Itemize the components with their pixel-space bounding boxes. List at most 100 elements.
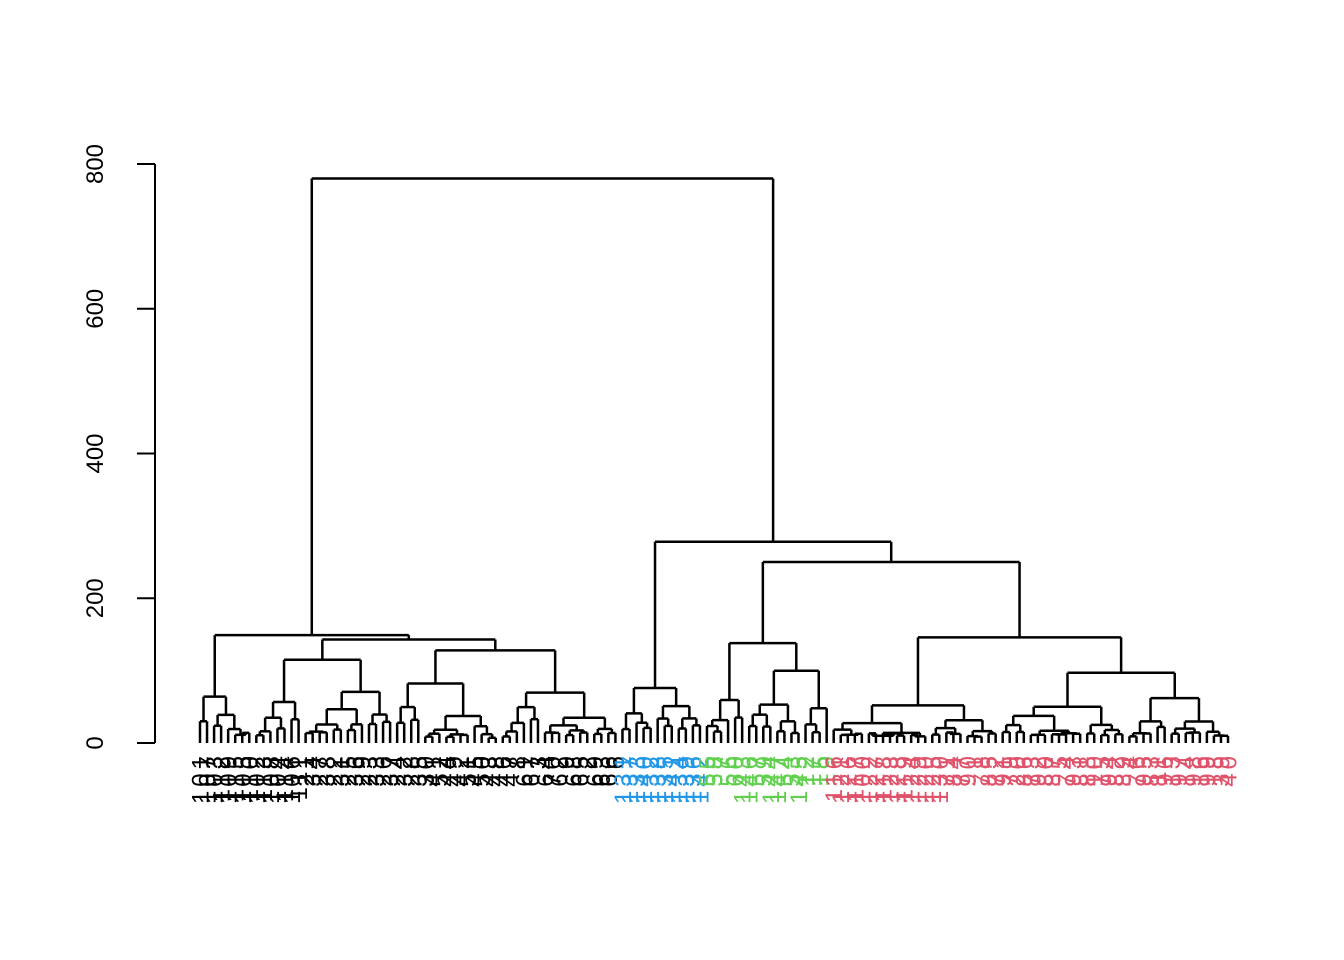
leaf-label: 20 [1004, 752, 1031, 787]
leaf-label: 24 [385, 752, 412, 787]
leaf-label: 90 [955, 752, 982, 787]
leaf-label: 89 [1110, 752, 1137, 787]
leaf-label: 79 [997, 752, 1024, 787]
leaf-label: 1 [962, 752, 989, 769]
leaf-label: 62 [547, 752, 574, 787]
leaf-label: 102 [244, 752, 271, 804]
leaf-label: 137 [617, 752, 644, 804]
leaf-label: 49 [441, 752, 468, 787]
leaf-label: 128 [885, 752, 912, 804]
leaf-label: 43 [476, 752, 503, 787]
leaf-label: 115 [223, 752, 250, 802]
leaf-label: 45 [462, 752, 489, 787]
leaf-label: 53 [779, 752, 806, 787]
leaf-label: 38 [314, 752, 341, 787]
leaf-label: 134 [666, 752, 693, 804]
leaf-label: 41 [420, 752, 447, 787]
y-tick-label: 0 [82, 736, 109, 749]
leaf-label: 124 [899, 752, 926, 804]
leaf-label: 112 [209, 752, 236, 802]
leaf-label: 3 [525, 752, 552, 769]
leaf-label: 135 [652, 752, 679, 804]
leaf-label: 29 [349, 752, 376, 787]
leaf-label: 63 [589, 752, 616, 787]
leaf-label: 5 [1047, 752, 1074, 769]
leaf-label: 55 [694, 752, 721, 787]
leaf-label: 94 [1096, 752, 1123, 787]
leaf-label: 121 [828, 752, 855, 804]
leaf-label: 129 [906, 752, 933, 804]
leaf-label: 77 [948, 752, 975, 787]
leaf-label: 72 [983, 752, 1010, 787]
leaf-label: 10 [1082, 752, 1109, 787]
leaf-label: 47 [497, 752, 524, 787]
leaf-label: 7 [709, 752, 736, 769]
leaf-label: 87 [1039, 752, 1066, 787]
leaf-label: 67 [518, 752, 545, 787]
leaf-label: 142 [687, 752, 714, 804]
leaf-label: 105 [230, 752, 257, 804]
leaf-label: 57 [744, 752, 771, 787]
leaf-label: 75 [1089, 752, 1116, 787]
dendrogram-links [198, 177, 1230, 743]
leaf-label: 133 [624, 752, 651, 804]
leaf-label: 120 [913, 752, 940, 804]
leaf-label: 30 [413, 752, 440, 787]
leaf-label: 108 [258, 752, 285, 804]
leaf-label: 21 [293, 752, 320, 787]
leaf-label: 113 [251, 752, 278, 802]
leaf-label: 60 [723, 752, 750, 787]
leaf-label: 69 [582, 752, 609, 787]
leaf-label: 92 [1025, 752, 1052, 787]
leaf-label: 59 [751, 752, 778, 787]
leaf-label: 110 [237, 752, 264, 802]
leaf-label: 2 [575, 752, 602, 769]
leaf-label: 35 [406, 752, 433, 787]
leaf-label: 8 [504, 752, 531, 769]
leaf-label: 78 [969, 752, 996, 787]
leaf-label: 32 [392, 752, 419, 787]
leaf-label: 104 [265, 752, 292, 804]
leaf-label: 39 [1208, 752, 1235, 787]
leaf-label: 74 [1054, 752, 1081, 787]
leaf-label: 101 [188, 752, 215, 804]
leaf-label: 36 [342, 752, 369, 787]
leaf-label: 122 [856, 752, 883, 804]
leaf-label: 119 [892, 752, 919, 802]
leaf-label: 147 [765, 752, 792, 804]
leaf-label: 136 [680, 752, 707, 804]
leaf-label: 15 [807, 752, 834, 787]
leaf-label: 127 [863, 752, 890, 804]
leaf-label: 13 [1159, 752, 1186, 787]
leaf-label: 117 [842, 752, 869, 802]
leaf-label: 51 [455, 752, 482, 787]
leaf-label: 54 [772, 752, 799, 787]
leaf-label: 6 [603, 752, 630, 769]
leaf-label: 9 [554, 752, 581, 769]
leaf-label: 61 [511, 752, 538, 787]
leaf-label: 86 [1011, 752, 1038, 787]
leaf-label: 46 [490, 752, 517, 787]
leaf-label: 33 [364, 752, 391, 787]
leaf-label: 132 [638, 752, 665, 804]
leaf-label: 131 [610, 752, 637, 804]
leaf-label: 16 [1187, 752, 1214, 787]
leaf-label: 139 [673, 752, 700, 804]
leaf-label: 83 [1138, 752, 1165, 787]
leaf-label: 11 [1145, 752, 1172, 785]
leaf-label: 65 [568, 752, 595, 787]
leaf-label: 125 [920, 752, 947, 804]
leaf-label: 31 [328, 752, 355, 787]
leaf-label: 18 [1201, 752, 1228, 787]
leaf-label: 12 [793, 752, 820, 787]
leaf-label: 14 [1173, 752, 1200, 787]
leaf-label: 96 [1152, 752, 1179, 787]
leaf-label: 17 [800, 752, 827, 787]
leaf-label: 28 [399, 752, 426, 787]
leaf-label: 4 [1117, 752, 1144, 769]
leaf-label: 37 [378, 752, 405, 787]
leaf-label: 80 [1032, 752, 1059, 787]
leaf-label: 95 [1131, 752, 1158, 787]
